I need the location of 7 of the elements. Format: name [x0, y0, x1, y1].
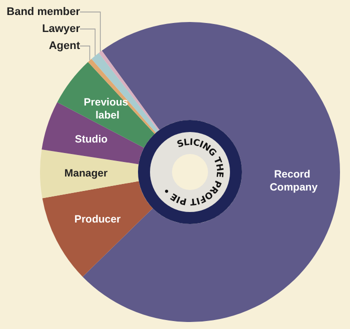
slice-label: Lawyer: [42, 23, 81, 35]
slice-label: Band member: [6, 6, 81, 18]
slice-label: Record Company: [270, 168, 318, 194]
slice-label: Studio: [74, 134, 108, 146]
slice-label: Agent: [48, 40, 80, 52]
slice-label: Manager: [64, 167, 108, 180]
slice-label: Producer: [74, 214, 121, 226]
